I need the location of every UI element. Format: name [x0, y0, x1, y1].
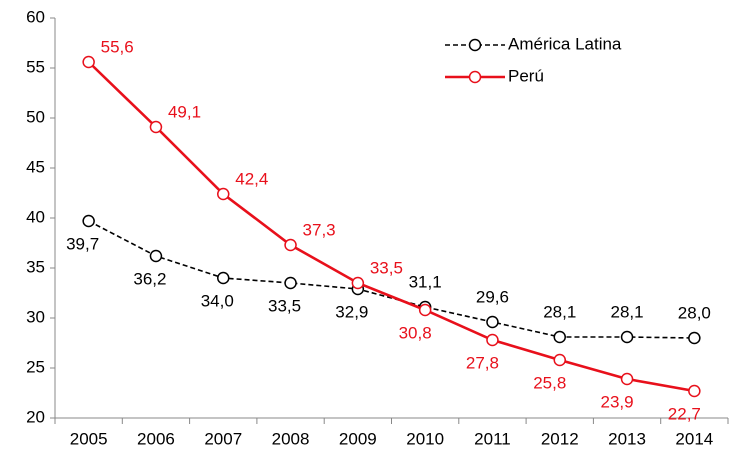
x-tick-label: 2013: [608, 429, 646, 448]
y-tick-label: 55: [26, 57, 45, 76]
x-tick-label: 2008: [272, 429, 310, 448]
x-tick-label: 2005: [70, 429, 108, 448]
point: [688, 384, 701, 398]
data-label: 33,5: [268, 296, 301, 315]
point: [284, 238, 297, 252]
data-label: 33,5: [370, 258, 403, 277]
x-tick-label: 2007: [204, 429, 242, 448]
x-tick-label: 2014: [675, 429, 713, 448]
data-label: 28,1: [611, 302, 644, 321]
y-tick-label: 35: [26, 257, 45, 276]
data-label: 32,9: [335, 302, 368, 321]
data-label: 49,1: [168, 102, 201, 121]
point: [486, 315, 499, 329]
point: [553, 330, 566, 344]
data-label: 22,7: [668, 404, 701, 423]
point: [217, 271, 230, 285]
data-label: 31,1: [409, 272, 442, 291]
point: [82, 55, 95, 69]
legend-label: América Latina: [508, 34, 622, 53]
x-tick-label: 2010: [406, 429, 444, 448]
point: [688, 331, 701, 345]
data-label: 39,7: [66, 234, 99, 253]
y-tick-label: 45: [26, 157, 45, 176]
point: [284, 276, 297, 290]
point: [418, 303, 432, 317]
point: [486, 333, 499, 347]
x-tick-label: 2009: [339, 429, 377, 448]
data-label: 29,6: [476, 287, 509, 306]
point: [149, 249, 163, 263]
x-tick-label: 2012: [541, 429, 579, 448]
data-label: 28,1: [543, 302, 576, 321]
x-tick-label: 2006: [137, 429, 175, 448]
point: [553, 353, 566, 367]
legend-marker: [468, 38, 482, 52]
y-tick-label: 40: [26, 207, 45, 226]
legend-marker: [468, 70, 482, 84]
data-label: 25,8: [533, 373, 566, 392]
x-tick-label: 2011: [474, 429, 511, 448]
data-label: 42,4: [235, 169, 268, 188]
data-label: 37,3: [303, 220, 336, 239]
y-tick-label: 25: [26, 357, 45, 376]
data-label: 34,0: [201, 291, 234, 310]
y-tick-label: 50: [26, 107, 45, 126]
point: [351, 276, 365, 290]
data-label: 30,8: [399, 323, 432, 342]
data-label: 23,9: [601, 392, 634, 411]
point: [149, 120, 163, 134]
data-label: 28,0: [678, 303, 711, 322]
point: [217, 187, 230, 201]
y-tick-label: 30: [26, 307, 45, 326]
legend-label: Perú: [508, 66, 544, 85]
data-label: 36,2: [133, 269, 166, 288]
point: [620, 330, 634, 344]
point: [620, 372, 634, 386]
data-label: 55,6: [101, 37, 134, 56]
series-line: [87, 61, 695, 393]
data-label: 27,8: [466, 353, 499, 372]
series-line: [88, 220, 695, 339]
y-tick-label: 20: [26, 407, 45, 426]
point: [82, 214, 95, 228]
y-tick-label: 60: [26, 7, 45, 26]
